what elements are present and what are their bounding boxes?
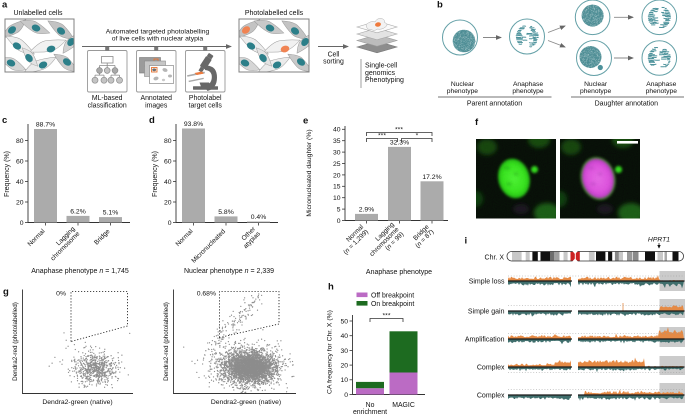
svg-text:80: 80 [164, 138, 172, 145]
svg-text:40: 40 [164, 179, 172, 186]
svg-text:Anaphase: Anaphase [646, 81, 676, 88]
svg-text:Off breakpoint: Off breakpoint [371, 292, 414, 299]
svg-text:Annotated: Annotated [140, 95, 172, 102]
svg-text:ML-based: ML-based [92, 95, 123, 102]
svg-text:50: 50 [340, 318, 348, 325]
svg-text:Parent annotation: Parent annotation [467, 101, 522, 108]
svg-text:93.8%: 93.8% [184, 121, 203, 128]
svg-text:0: 0 [337, 218, 341, 225]
svg-text:e: e [303, 116, 308, 127]
svg-text:35: 35 [333, 138, 341, 145]
svg-text:5.1%: 5.1% [103, 210, 119, 217]
svg-text:Automated targeted photolabell: Automated targeted photolabelling [106, 29, 210, 36]
svg-text:Nuclear: Nuclear [584, 81, 608, 88]
svg-text:Frequency (%): Frequency (%) [152, 151, 159, 197]
svg-text:Dendra2-green (native): Dendra2-green (native) [42, 399, 112, 406]
svg-text:phenotype: phenotype [512, 88, 544, 95]
svg-text:88.7%: 88.7% [36, 122, 55, 129]
svg-text:32.3%: 32.3% [390, 139, 409, 146]
svg-text:Dendra2-green (native): Dendra2-green (native) [211, 399, 281, 406]
svg-text:Chr. X: Chr. X [485, 255, 505, 262]
svg-text:classification: classification [88, 103, 127, 110]
svg-text:a: a [2, 0, 8, 10]
svg-text:40: 40 [16, 179, 24, 186]
svg-text:25: 25 [333, 161, 341, 168]
svg-text:Photolabelled cells: Photolabelled cells [245, 10, 304, 17]
svg-text:phenotype: phenotype [646, 88, 678, 95]
svg-text:No: No [366, 402, 375, 409]
svg-text:target cells: target cells [189, 103, 223, 110]
svg-text:d: d [149, 115, 155, 126]
svg-text:h: h [328, 282, 334, 293]
svg-text:0.68%: 0.68% [197, 291, 216, 298]
svg-text:Anaphase: Anaphase [513, 81, 543, 88]
svg-text:0: 0 [344, 392, 348, 399]
svg-text:2.9%: 2.9% [359, 206, 375, 213]
svg-text:f: f [475, 117, 479, 128]
svg-text:0: 0 [20, 220, 24, 227]
svg-text:Nuclear: Nuclear [451, 81, 475, 88]
svg-text:10: 10 [333, 195, 341, 202]
svg-text:40: 40 [333, 127, 341, 134]
svg-text:Frequency (%): Frequency (%) [4, 151, 11, 197]
svg-text:0%: 0% [56, 291, 66, 298]
svg-text:Dendra2-red (photolabelled): Dendra2-red (photolabelled) [163, 302, 170, 381]
svg-text:20: 20 [333, 172, 341, 179]
svg-text:0.4%: 0.4% [251, 214, 267, 221]
svg-text:HPRT1: HPRT1 [648, 237, 670, 244]
svg-text:genomics: genomics [365, 70, 395, 77]
svg-text:Complex: Complex [477, 364, 505, 371]
svg-text:20: 20 [16, 199, 24, 206]
svg-text:Nuclear phenotype n = 2,339: Nuclear phenotype n = 2,339 [184, 268, 274, 275]
svg-text:sorting: sorting [323, 59, 344, 66]
svg-text:*: * [416, 133, 419, 140]
svg-text:of live cells with nuclear aty: of live cells with nuclear atypia [112, 35, 204, 42]
svg-text:60: 60 [164, 158, 172, 165]
svg-text:***: *** [383, 313, 391, 320]
svg-text:Dendra2-red (photolabelled): Dendra2-red (photolabelled) [12, 302, 19, 381]
svg-text:c: c [2, 115, 7, 126]
svg-text:On breakpoint: On breakpoint [371, 301, 414, 308]
svg-text:i: i [465, 235, 468, 246]
svg-text:Micronucleated daughter (%): Micronucleated daughter (%) [306, 129, 313, 216]
svg-text:60: 60 [16, 158, 24, 165]
svg-text:Simple gain: Simple gain [468, 308, 505, 315]
svg-text:Complex: Complex [477, 392, 505, 399]
svg-text:Anaphase phenotype: Anaphase phenotype [366, 269, 432, 276]
svg-text:Simple loss: Simple loss [469, 278, 505, 285]
svg-text:17.2%: 17.2% [422, 174, 441, 181]
svg-text:phenotype: phenotype [447, 88, 479, 95]
svg-text:Single-cell: Single-cell [365, 63, 398, 70]
svg-text:b: b [437, 0, 443, 10]
svg-text:Photolabel: Photolabel [189, 95, 222, 102]
svg-text:20: 20 [164, 199, 172, 206]
svg-text:30: 30 [333, 150, 341, 157]
svg-text:40: 40 [340, 333, 348, 340]
svg-text:CA frequency for Chr. X (%): CA frequency for Chr. X (%) [327, 310, 334, 394]
svg-text:phenotype: phenotype [580, 88, 612, 95]
svg-text:images: images [145, 103, 168, 110]
svg-text:***: *** [378, 133, 386, 140]
svg-text:Amplification: Amplification [465, 336, 505, 343]
svg-text:g: g [3, 287, 9, 298]
svg-text:80: 80 [16, 138, 24, 145]
svg-text:6.2%: 6.2% [70, 208, 86, 215]
svg-text:MAGIC: MAGIC [392, 402, 415, 409]
svg-text:10: 10 [340, 377, 348, 384]
svg-text:15: 15 [333, 184, 341, 191]
svg-text:***: *** [395, 127, 403, 134]
svg-text:Unlabelled cells: Unlabelled cells [13, 10, 63, 17]
svg-text:5: 5 [337, 207, 341, 214]
svg-text:Daughter annotation: Daughter annotation [595, 101, 659, 108]
svg-text:0: 0 [168, 220, 172, 227]
svg-text:enrichment: enrichment [353, 409, 387, 414]
svg-text:Anaphase phenotype n = 1,745: Anaphase phenotype n = 1,745 [31, 268, 129, 275]
svg-text:20: 20 [340, 363, 348, 370]
svg-text:Phenotyping: Phenotyping [365, 77, 404, 84]
svg-text:5.8%: 5.8% [218, 209, 234, 216]
svg-text:Cell: Cell [328, 52, 340, 59]
svg-text:30: 30 [340, 348, 348, 355]
